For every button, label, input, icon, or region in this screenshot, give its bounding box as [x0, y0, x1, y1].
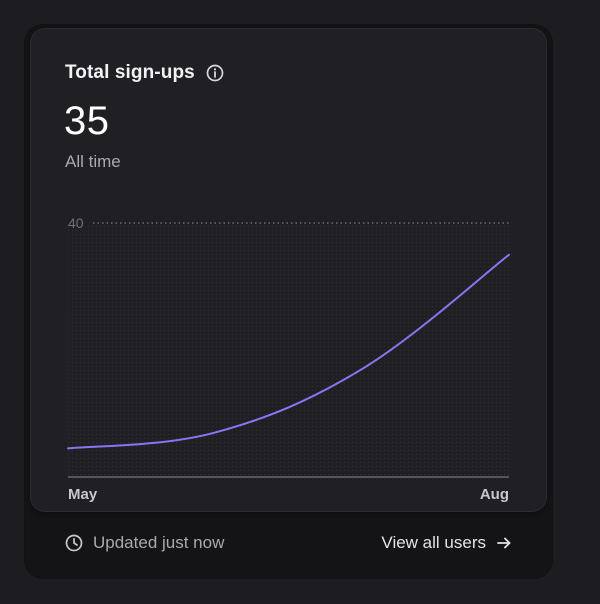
total-value: 35: [64, 99, 110, 143]
x-tick-label: Aug: [480, 486, 509, 503]
info-icon[interactable]: [205, 63, 225, 83]
view-all-users-label: View all users: [381, 533, 486, 552]
card-header: Total sign-ups: [65, 62, 225, 84]
series-line: [67, 253, 510, 450]
card-title: Total sign-ups: [65, 62, 195, 83]
signups-chart: 40 May Aug: [67, 215, 510, 503]
update-status-text: Updated just now: [93, 533, 225, 552]
y-tick-label: 40: [68, 215, 84, 231]
clock-icon: [64, 533, 84, 553]
value-period: All time: [65, 152, 121, 171]
x-tick-label: May: [68, 486, 98, 503]
view-all-users-link[interactable]: View all users: [381, 533, 513, 553]
signups-card: Total sign-ups 35 All time: [31, 29, 546, 511]
update-status: Updated just now: [64, 533, 224, 553]
arrow-right-icon: [495, 534, 513, 552]
widget-container: Total sign-ups 35 All time: [25, 25, 552, 578]
card-footer: Updated just now View all users: [25, 511, 552, 578]
